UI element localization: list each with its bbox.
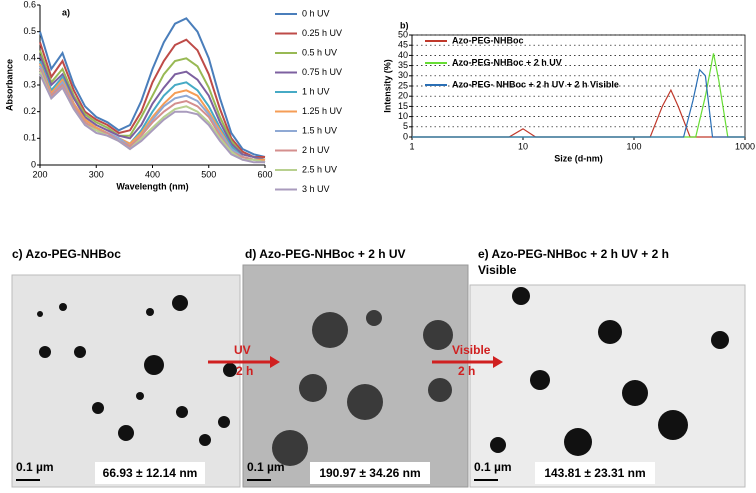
y-tick-label: 0.1 bbox=[23, 133, 36, 143]
x-tick-label: 600 bbox=[257, 169, 272, 179]
legend-label: 1.5 h UV bbox=[302, 125, 337, 135]
series-line bbox=[39, 17, 266, 158]
panel-title: e) Azo-PEG-NHBoc + 2 h UV + 2 h bbox=[478, 247, 669, 261]
x-axis-title: Wavelength (nm) bbox=[116, 181, 188, 191]
size-label: 190.97 ± 34.26 nm bbox=[319, 466, 420, 480]
x-tick-label: 10 bbox=[518, 141, 528, 151]
x-tick-label: 300 bbox=[89, 169, 104, 179]
y-tick-label: 0.3 bbox=[23, 79, 36, 89]
y-tick-label: 0.2 bbox=[23, 106, 36, 116]
panel-title: c) Azo-PEG-NHBoc bbox=[12, 247, 121, 261]
size-label: 143.81 ± 23.31 nm bbox=[544, 466, 645, 480]
y-tick-label: 15 bbox=[398, 101, 408, 111]
legend-label: 1.25 h UV bbox=[302, 106, 342, 116]
y-tick-label: 5 bbox=[403, 121, 408, 131]
y-tick-label: 0.4 bbox=[23, 53, 36, 63]
size-label: 66.93 ± 12.14 nm bbox=[103, 466, 198, 480]
y-tick-label: 10 bbox=[398, 111, 408, 121]
series-line bbox=[39, 49, 266, 161]
tem-image-e bbox=[469, 284, 746, 488]
panel-title: Visible bbox=[478, 263, 517, 277]
x-tick-label: 1000 bbox=[735, 141, 755, 151]
y-axis-title: Absorbance bbox=[4, 59, 14, 111]
series-line bbox=[39, 73, 265, 164]
scale-bar-label: 0.1 µm bbox=[247, 460, 285, 474]
legend-label: 0.25 h UV bbox=[302, 28, 342, 38]
legend-label: 0 h UV bbox=[302, 8, 330, 18]
y-axis-title: Intensity (%) bbox=[382, 59, 392, 113]
scale-bar-label: 0.1 µm bbox=[16, 460, 54, 474]
y-tick-label: 30 bbox=[398, 70, 408, 80]
arrow-head bbox=[270, 356, 280, 368]
arrow-label: Visible bbox=[452, 343, 491, 357]
x-tick-label: 500 bbox=[201, 169, 216, 179]
x-tick-label: 1 bbox=[409, 141, 414, 151]
x-tick-label: 200 bbox=[32, 169, 47, 179]
y-tick-label: 0.6 bbox=[23, 0, 36, 9]
y-tick-label: 45 bbox=[398, 40, 408, 50]
legend-label: 0.75 h UV bbox=[302, 67, 342, 77]
legend-label: Azo-PEG-NHBoc + 2 h UV bbox=[452, 57, 562, 67]
panel-title: d) Azo-PEG-NHBoc + 2 h UV bbox=[245, 247, 406, 261]
size-box bbox=[95, 462, 205, 484]
series-line bbox=[39, 55, 266, 161]
y-tick-label: 20 bbox=[398, 91, 408, 101]
panel-label: a) bbox=[62, 7, 70, 17]
legend-label: 2.5 h UV bbox=[302, 164, 337, 174]
panel-d-footer: 0.1 µm 190.97 ± 34.26 nm bbox=[247, 460, 430, 484]
size-box bbox=[535, 462, 655, 484]
series-line bbox=[39, 38, 265, 158]
legend-label: 3 h UV bbox=[302, 184, 330, 194]
tem-image-c bbox=[11, 274, 241, 488]
arrow-sublabel: 2 h bbox=[458, 364, 475, 378]
panel-c-footer: 0.1 µm 66.93 ± 12.14 nm bbox=[16, 460, 205, 484]
size-box bbox=[310, 462, 430, 484]
legend-label: Azo-PEG-NHBoc bbox=[452, 35, 524, 45]
x-axis-title: Size (d-nm) bbox=[554, 153, 603, 163]
series-line bbox=[412, 88, 745, 138]
legend-label: 2 h UV bbox=[302, 145, 330, 155]
panel-label: b) bbox=[400, 20, 409, 30]
series-line bbox=[412, 68, 745, 138]
y-tick-label: 25 bbox=[398, 80, 408, 90]
x-tick-label: 100 bbox=[626, 141, 641, 151]
y-tick-label: 0.5 bbox=[23, 26, 36, 36]
y-tick-label: 0 bbox=[31, 159, 36, 169]
y-tick-label: 40 bbox=[398, 50, 408, 60]
legend-label: 1 h UV bbox=[302, 86, 330, 96]
y-tick-label: 50 bbox=[398, 29, 408, 39]
y-tick-label: 35 bbox=[398, 60, 408, 70]
arrow-label: UV bbox=[234, 343, 251, 357]
panel-e-footer: 0.1 µm 143.81 ± 23.31 nm bbox=[474, 460, 655, 484]
tem-image-d bbox=[242, 264, 469, 488]
y-tick-label: 0 bbox=[403, 131, 408, 141]
legend-label: Azo-PEG- NHBoc + 2 h UV + 2 h Visible bbox=[452, 79, 619, 89]
scale-bar-label: 0.1 µm bbox=[474, 460, 512, 474]
x-tick-label: 400 bbox=[145, 169, 160, 179]
arrow-head bbox=[493, 356, 503, 368]
arrow-sublabel: 2 h bbox=[236, 364, 253, 378]
legend-label: 0.5 h UV bbox=[302, 47, 337, 57]
